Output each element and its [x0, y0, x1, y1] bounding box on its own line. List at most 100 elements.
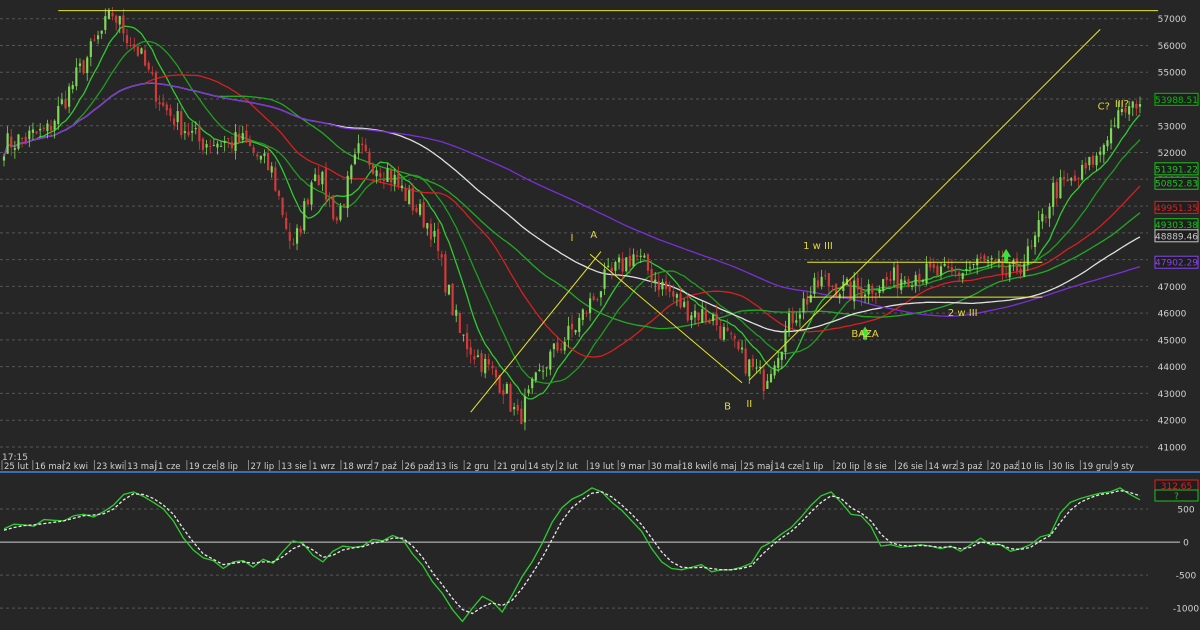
- wave-annotation: II: [746, 399, 752, 410]
- price-tick-label: 46000: [1158, 310, 1187, 320]
- price-value-label: 51391.22: [1155, 165, 1198, 175]
- candle-body: [523, 396, 527, 423]
- candle-body: [332, 195, 335, 220]
- candle-body: [892, 267, 896, 281]
- candle-body: [531, 378, 534, 389]
- date-tick-label: 21 gru: [497, 462, 525, 472]
- candle-body: [1048, 206, 1051, 219]
- candle-body: [28, 130, 31, 140]
- candle-body: [227, 138, 230, 140]
- candle-body: [418, 203, 422, 215]
- date-tick-label: 19 gru: [1082, 462, 1110, 472]
- candle-body: [697, 312, 700, 321]
- candle-body: [849, 281, 852, 301]
- candle-body: [1030, 245, 1033, 247]
- osc-value-box: [1154, 489, 1199, 502]
- moving-average-140: [3, 82, 1141, 317]
- candle-body: [60, 99, 63, 104]
- candle-body: [17, 134, 20, 149]
- candle-body: [252, 147, 255, 153]
- candle-body: [910, 285, 914, 287]
- candle-body: [599, 291, 603, 298]
- date-tick-label: 20 lip: [836, 462, 860, 472]
- candle-body: [1124, 107, 1127, 113]
- candle-body: [545, 367, 548, 369]
- oscillator-panel[interactable]: 500 0 -500 -1000 312.65?: [0, 479, 1199, 623]
- candle-body: [769, 374, 773, 383]
- osc-value-label: 312.65: [1161, 482, 1193, 492]
- candle-body: [766, 380, 769, 389]
- candle-body: [118, 15, 121, 25]
- candle-body: [795, 320, 798, 323]
- candle-body: [1005, 274, 1008, 276]
- date-tick-label: 25 lut: [4, 462, 29, 472]
- candle-body: [361, 143, 364, 146]
- candle-body: [628, 255, 631, 267]
- candle-body: [874, 293, 877, 295]
- candle-body: [404, 188, 407, 202]
- candle-body: [364, 144, 367, 151]
- candle-body: [335, 217, 338, 221]
- oscillator-signal-line: [3, 489, 1141, 615]
- date-tick-label: 1 lip: [805, 462, 823, 472]
- candle-body: [516, 404, 519, 411]
- date-tick-label: 8 lip: [220, 462, 238, 472]
- price-tick-label: 56000: [1158, 42, 1187, 52]
- candle-body: [13, 148, 16, 150]
- candle-body: [310, 182, 313, 205]
- trendline[interactable]: [470, 251, 602, 413]
- candle-body: [983, 255, 986, 261]
- candle-body: [422, 202, 425, 228]
- candle-body: [661, 281, 664, 290]
- candle-body: [321, 171, 324, 185]
- candle-body: [57, 106, 60, 125]
- candle-body: [683, 301, 686, 307]
- trendline[interactable]: [589, 253, 743, 384]
- date-tick-label: 26 sie: [898, 462, 924, 472]
- candle-body: [636, 255, 639, 257]
- candle-body: [603, 269, 606, 289]
- candle-body: [201, 138, 205, 150]
- candle-body: [469, 347, 472, 355]
- candle-body: [498, 374, 501, 393]
- candle-body: [104, 16, 107, 30]
- date-tick-label: 8 sie: [867, 462, 887, 472]
- date-tick-label: 26 paź: [405, 462, 434, 472]
- wave-annotation: 1 w III: [803, 241, 833, 252]
- candle-body: [473, 356, 476, 360]
- candle-body: [21, 137, 24, 139]
- price-value-label: 53988.51: [1155, 96, 1198, 106]
- candle-body: [154, 72, 158, 102]
- candle-body: [10, 136, 13, 148]
- candle-body: [1034, 235, 1037, 248]
- candle-body: [400, 185, 404, 189]
- candle-body: [411, 187, 414, 211]
- candle-body: [701, 309, 704, 323]
- candle-body: [187, 131, 190, 136]
- price-panel[interactable]: 4100042000430004400045000460004700048000…: [0, 6, 1199, 454]
- candle-body: [93, 39, 96, 41]
- candle-body: [780, 351, 783, 360]
- candle-body: [860, 286, 863, 298]
- candle-body: [147, 62, 150, 70]
- date-tick-label: 1 cze: [158, 462, 180, 472]
- candle-body: [672, 291, 675, 297]
- candle-body: [277, 190, 281, 196]
- date-axis: 25 lut 16 mar 2 kwi 23 kwi 13 maj 1 cze 19 cze…: [1, 460, 1134, 472]
- candle-body: [491, 365, 494, 369]
- price-value-label: 49303.38: [1155, 221, 1198, 231]
- date-tick-label: 30 mar: [651, 462, 682, 472]
- candle-body: [961, 272, 964, 280]
- candle-body: [679, 293, 682, 308]
- candle-body: [827, 273, 830, 287]
- osc-tick-label: 0: [1183, 539, 1189, 549]
- candle-body: [219, 145, 223, 147]
- candle-body: [1062, 177, 1066, 179]
- price-value-box: [1154, 200, 1199, 214]
- candle-body: [726, 327, 729, 331]
- candle-body: [172, 118, 176, 125]
- candle-body: [755, 367, 758, 369]
- trendline[interactable]: [748, 29, 1101, 381]
- candle-body: [541, 370, 545, 372]
